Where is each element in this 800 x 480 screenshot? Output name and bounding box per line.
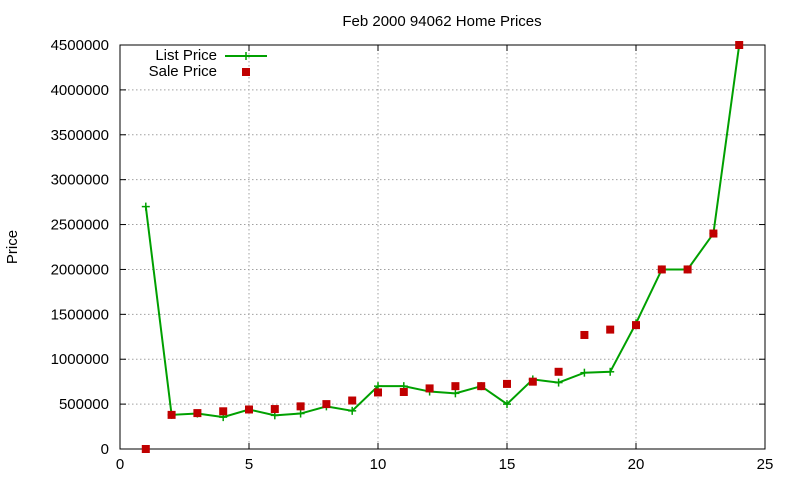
x-tick-label: 25: [757, 456, 774, 473]
sale-price-point: [270, 405, 279, 414]
x-tick-label: 15: [499, 456, 516, 473]
sale-price-point: [580, 330, 589, 339]
legend-marker-list-price: [242, 52, 250, 60]
x-tick-label: 10: [370, 456, 387, 473]
sale-price-point: [348, 396, 357, 405]
sale-price-point: [425, 384, 434, 393]
legend-marker-sale-price: [242, 68, 250, 76]
x-tick-label: 0: [116, 456, 124, 473]
sale-price-point: [477, 382, 486, 391]
sale-price-point: [193, 409, 202, 418]
sale-price-point: [683, 265, 692, 274]
list-price-point: [296, 409, 305, 418]
list-price-point: [451, 389, 460, 398]
sale-price-point: [528, 377, 537, 386]
sale-price-point: [296, 402, 305, 411]
chart-title: Feb 2000 94062 Home Prices: [342, 13, 541, 30]
plot-frame: [119, 44, 766, 450]
x-tick-label: 20: [628, 456, 645, 473]
list-price-point: [141, 202, 150, 211]
y-tick-label: 2000000: [51, 261, 109, 278]
sale-price-point: [322, 400, 331, 409]
sale-price-point: [503, 379, 511, 388]
sale-price-point: [219, 407, 228, 416]
y-tick-label: 2500000: [51, 217, 109, 234]
list-price-point: [606, 367, 615, 376]
data-series: [141, 41, 744, 453]
grid-lines: [120, 45, 765, 449]
y-tick-label: 0: [101, 441, 109, 458]
list-price-point: [503, 400, 511, 409]
list-price-point: [580, 368, 589, 377]
sale-price-point: [374, 388, 382, 397]
y-axis-label: Price: [4, 230, 21, 264]
legend: List Price Sale Price: [149, 47, 267, 80]
list-price-line: [144, 44, 741, 419]
sale-price-point: [735, 41, 744, 49]
list-price-point: [348, 406, 357, 415]
sale-price-point: [606, 325, 615, 334]
axis-ticks: 0 5 10 15 20 25 0 500000 1000000 1500000 2000000 25…: [51, 37, 774, 473]
sale-price-point: [399, 387, 408, 396]
y-tick-label: 3500000: [51, 127, 109, 144]
sale-price-point: [657, 265, 666, 274]
sale-price-point: [709, 229, 718, 238]
sale-price-point: [451, 382, 460, 391]
y-tick-label: 1500000: [51, 306, 109, 323]
sale-price-point: [245, 405, 253, 414]
y-tick-label: 4000000: [51, 82, 109, 99]
y-tick-label: 500000: [59, 396, 109, 413]
series-list-price: [141, 41, 744, 422]
y-tick-label: 4500000: [51, 37, 109, 54]
sale-price-point: [141, 445, 150, 453]
legend-label-sale-price: Sale Price: [149, 63, 217, 80]
sale-price-point: [632, 321, 640, 330]
list-price-point: [554, 378, 563, 387]
x-tick-label: 5: [245, 456, 253, 473]
y-tick-label: 1000000: [51, 351, 109, 368]
y-tick-label: 3000000: [51, 172, 109, 189]
sale-price-point: [167, 410, 176, 419]
legend-label-list-price: List Price: [155, 47, 217, 64]
sale-price-point: [554, 367, 563, 376]
series-sale-price: [141, 41, 744, 453]
